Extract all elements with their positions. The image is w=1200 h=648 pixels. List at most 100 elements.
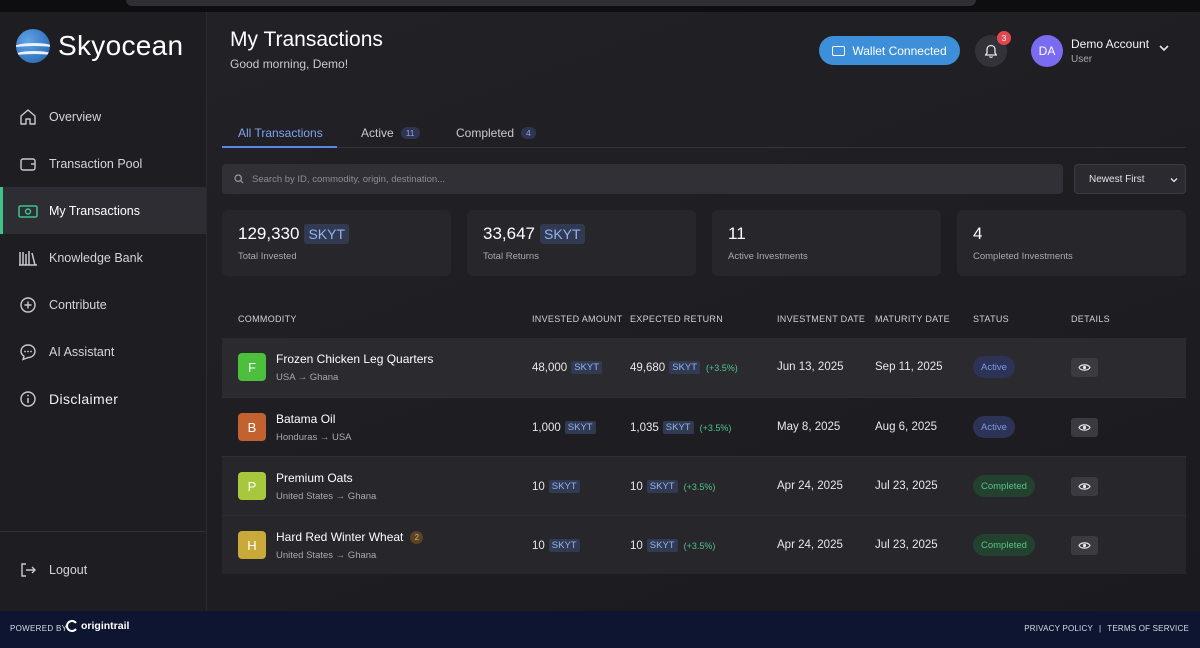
sidebar-item-label: My Transactions (49, 203, 141, 218)
sidebar-item-label: Disclaimer (49, 390, 119, 407)
sidebar-item-disclaimer[interactable]: Disclaimer (0, 375, 206, 422)
view-details-button[interactable] (1071, 418, 1098, 437)
sort-select[interactable]: Newest First (1074, 164, 1186, 194)
table-row[interactable]: P Premium Oats United States → Ghana 10 SKYT… (222, 456, 1186, 515)
column-header-status: STATUS (973, 314, 1009, 324)
unit-tag: SKYT (646, 539, 678, 552)
return-percent: (+3.5%) (706, 362, 738, 373)
brand-logo[interactable]: Skyocean (16, 29, 183, 63)
footer-links: PRIVACY POLICY | TERMS OF SERVICE (1021, 624, 1192, 633)
table-row[interactable]: B Batama Oil Honduras → USA 1,000 SKYT 1,035 S… (222, 397, 1186, 456)
view-details-button[interactable] (1071, 536, 1098, 555)
expected-return: 10 (630, 480, 643, 493)
eye-icon (1078, 542, 1091, 549)
search-icon (234, 174, 244, 184)
sidebar-item-contribute[interactable]: Contribute (0, 281, 206, 328)
terms-of-service-link[interactable]: TERMS OF SERVICE (1107, 624, 1189, 633)
stat-card-completed-investments: 4 Completed Investments (957, 210, 1186, 276)
sidebar-item-my-transactions[interactable]: My Transactions (0, 187, 206, 234)
return-percent: (+3.5%) (683, 481, 716, 492)
tab-label: Completed (456, 126, 515, 140)
table-body: F Frozen Chicken Leg Quarters USA → Ghana 4… (222, 338, 1186, 574)
investment-date: May 8, 2025 (777, 421, 841, 433)
table-row[interactable]: F Frozen Chicken Leg Quarters USA → Ghana 4… (222, 338, 1186, 397)
sidebar-item-label: Knowledge Bank (49, 250, 143, 265)
eye-icon (1078, 424, 1091, 431)
sidebar-item-overview[interactable]: Overview (0, 93, 206, 140)
account-name[interactable]: Demo Account (1071, 37, 1150, 51)
transactions-table: COMMODITY INVESTED AMOUNT EXPECTED RETUR… (222, 301, 1186, 574)
tab-all-transactions[interactable]: All Transactions (238, 126, 323, 140)
invested-amount: 48,000 (532, 361, 568, 374)
status-badge: Completed (973, 475, 1035, 497)
stat-unit: SKYT (540, 224, 585, 244)
status-badge: Active (973, 416, 1015, 438)
expected-return: 49,680 (630, 361, 666, 374)
chevron-down-icon (1170, 178, 1178, 183)
stat-card-total-returns: 33,647 SKYT Total Returns (467, 210, 696, 276)
tab-completed[interactable]: Completed 4 (456, 126, 536, 140)
commodity-name: Frozen Chicken Leg Quarters (276, 352, 434, 366)
sidebar-nav: Overview Transaction Pool My Transaction… (0, 93, 206, 422)
tab-label: All Transactions (238, 126, 323, 140)
tab-active[interactable]: Active 11 (361, 126, 420, 140)
footer: POWERED BY origintrail PRIVACY POLICY | TE… (0, 611, 1200, 648)
origintrail-logo[interactable]: origintrail (66, 620, 129, 632)
browser-top-strip (0, 0, 1200, 12)
column-header-invested-amount: INVESTED AMOUNT (532, 314, 623, 324)
logout-button[interactable]: Logout (0, 546, 206, 593)
browser-bar (126, 0, 976, 6)
sidebar-divider (0, 531, 206, 532)
greeting: Good morning, Demo! (230, 57, 349, 71)
view-details-button[interactable] (1071, 477, 1098, 496)
column-header-details: DETAILS (1071, 314, 1110, 324)
origintrail-icon (66, 620, 77, 632)
chevron-down-icon[interactable] (1158, 43, 1170, 53)
unit-tag: SKYT (548, 480, 580, 493)
return-percent: (+3.5%) (683, 540, 716, 551)
wave-logo-icon (16, 29, 50, 63)
stat-card-active-investments: 11 Active Investments (712, 210, 941, 276)
wallet-connected-button[interactable]: Wallet Connected (819, 36, 960, 65)
return-percent: (+3.5%) (699, 422, 732, 433)
stat-label: Total Returns (483, 251, 539, 262)
status-badge: Completed (973, 534, 1035, 556)
sidebar-item-ai-assistant[interactable]: AI Assistant (0, 328, 206, 375)
stat-label: Active Investments (728, 251, 808, 262)
tab-count-badge: 11 (400, 127, 420, 139)
commodity-initial-chip: F (238, 353, 266, 381)
footer-separator: | (1098, 624, 1102, 633)
eye-icon (1078, 483, 1091, 490)
maturity-date: Jul 23, 2025 (875, 480, 938, 492)
table-row[interactable]: H Hard Red Winter Wheat 2 United States → G… (222, 515, 1186, 574)
column-header-investment-date: INVESTMENT DATE (777, 314, 866, 324)
commodity-name: Hard Red Winter Wheat (276, 530, 404, 544)
sidebar-item-knowledge-bank[interactable]: Knowledge Bank (0, 234, 206, 281)
commodity-initial-chip: P (238, 472, 266, 500)
sidebar-item-transaction-pool[interactable]: Transaction Pool (0, 140, 206, 187)
page-title: My Transactions (230, 28, 383, 51)
table-header: COMMODITY INVESTED AMOUNT EXPECTED RETUR… (222, 301, 1186, 338)
search-box (222, 164, 1063, 194)
commodity-route: USA → Ghana (276, 372, 339, 383)
eye-icon (1078, 364, 1091, 371)
tab-bar: All Transactions Active 11 Completed 4 (222, 118, 1186, 148)
plus-circle-icon (18, 295, 38, 315)
commodity-initial-chip: B (238, 413, 266, 441)
stat-value: 4 (973, 224, 983, 243)
invested-amount: 10 (532, 480, 545, 493)
investment-date: Jun 13, 2025 (777, 361, 844, 373)
unit-tag: SKYT (646, 480, 678, 493)
tab-count-badge: 4 (521, 127, 536, 139)
batch-count-badge: 2 (410, 530, 424, 544)
search-input[interactable] (252, 173, 1042, 185)
active-tab-indicator (222, 146, 337, 148)
avatar[interactable]: DA (1031, 35, 1063, 67)
privacy-policy-link[interactable]: PRIVACY POLICY (1024, 624, 1093, 633)
investment-date: Apr 24, 2025 (777, 480, 843, 492)
bell-icon (984, 44, 998, 58)
logout-label: Logout (49, 562, 88, 577)
main-content: My Transactions Good morning, Demo! Wall… (207, 12, 1200, 611)
view-details-button[interactable] (1071, 358, 1098, 377)
sidebar-item-label: AI Assistant (49, 344, 115, 359)
